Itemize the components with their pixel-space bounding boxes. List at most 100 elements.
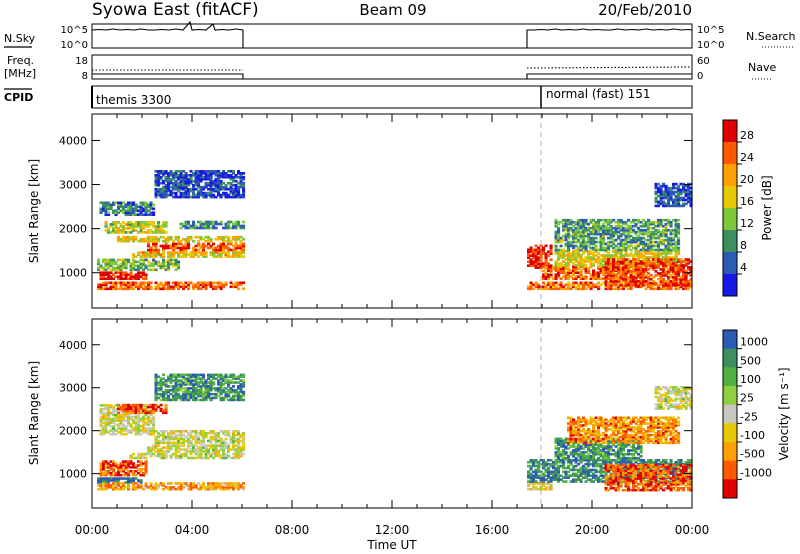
echo-cell-13: [614, 260, 618, 263]
echo-cell-10: [587, 474, 591, 477]
echo-cell-12: [544, 271, 548, 274]
echo-cell-15: [639, 248, 643, 252]
echo-cell-10: [534, 285, 538, 289]
echo-cell-8: [234, 381, 238, 384]
colorbar-tick-label: 20: [740, 173, 754, 186]
echo-cell-9: [204, 195, 208, 199]
echo-cell-8: [164, 396, 168, 400]
echo-cell-1: [134, 273, 138, 276]
echo-cell-3: [169, 251, 173, 254]
echo-cell-12: [607, 277, 611, 280]
echo-cell-2: [97, 268, 101, 272]
echo-cell-15: [664, 224, 668, 228]
echo-cell-5: [212, 437, 216, 441]
echo-cell-14: [659, 272, 663, 275]
echo-cell-15: [637, 244, 641, 248]
echo-cell-16: [687, 198, 691, 202]
echo-cell-2: [107, 462, 111, 465]
echo-cell-2: [122, 468, 126, 471]
echo-cell-2: [159, 262, 163, 266]
echo-cell-10: [597, 480, 601, 483]
echo-cell-14: [624, 268, 628, 271]
echo-cell-2: [124, 462, 128, 465]
echo-cell-12: [607, 267, 611, 270]
echo-cell-11: [544, 262, 548, 265]
echo-cell-15: [579, 236, 583, 240]
echo-cell-9: [202, 185, 206, 189]
echo-cell-5: [189, 430, 193, 433]
echo-cell-8: [169, 392, 173, 396]
echo-cell-9: [242, 183, 246, 187]
echo-cell-6: [119, 231, 123, 234]
echo-cell-2: [104, 466, 108, 469]
echo-cell-14: [654, 270, 658, 273]
echo-cell-9: [237, 170, 241, 173]
echo-cell-11: [532, 264, 536, 267]
echo-cell-6: [107, 413, 111, 417]
echo-cell-8: [179, 389, 183, 392]
echo-cell-14: [609, 284, 613, 287]
echo-cell-3: [227, 454, 231, 458]
echo-cell-12: [567, 269, 571, 272]
echo-cell-14: [684, 270, 688, 273]
echo-cell-9: [242, 175, 246, 179]
echo-cell-3: [129, 456, 133, 460]
echo-cell-14: [639, 274, 643, 277]
echo-cell-13: [579, 254, 583, 257]
echo-cell-11: [537, 256, 541, 259]
echo-cell-6: [137, 421, 141, 424]
echo-cell-4: [209, 246, 213, 250]
echo-cell-1: [139, 486, 143, 489]
echo-cell-14: [632, 282, 636, 285]
echo-cell-12: [562, 275, 566, 278]
echo-cell-8: [229, 390, 233, 394]
echo-cell-7: [137, 409, 141, 413]
echo-cell-2: [177, 264, 181, 268]
echo-cell-15: [607, 242, 611, 246]
echo-cell-15: [674, 226, 678, 230]
echo-cell-10: [554, 287, 558, 291]
echo-cell-10: [572, 474, 576, 477]
echo-cell-14: [644, 280, 648, 283]
echo-cell-0: [139, 285, 143, 289]
echo-cell-15: [667, 242, 671, 246]
echo-cell-7: [197, 220, 201, 224]
echo-cell-3: [142, 454, 146, 458]
echo-cell-5: [184, 439, 188, 443]
echo-cell-9: [194, 183, 198, 187]
echo-cell-9: [209, 175, 213, 179]
echo-cell-15: [647, 222, 651, 226]
echo-cell-2: [157, 262, 161, 266]
echo-cell-8: [222, 398, 226, 402]
echo-cell-8: [202, 385, 206, 388]
echo-cell-1: [187, 486, 191, 489]
echo-cell-9: [212, 193, 216, 197]
echo-cell-8: [242, 394, 246, 398]
echo-cell-0: [129, 281, 133, 285]
echo-cell-9: [539, 488, 543, 491]
echo-cell-10: [549, 462, 553, 466]
echo-cell-5: [179, 430, 183, 433]
echo-cell-4: [202, 450, 206, 453]
echo-cell-15: [594, 228, 598, 232]
echo-cell-14: [649, 260, 653, 263]
echo-cell-15: [557, 240, 561, 244]
echo-cell-4: [184, 448, 188, 451]
echo-cell-5: [214, 432, 218, 435]
echo-cell-0: [209, 283, 213, 287]
echo-cell-5: [229, 239, 233, 243]
echo-cell-6: [142, 225, 146, 228]
echo-cell-4: [182, 448, 186, 451]
echo-cell-8: [237, 387, 241, 390]
echo-cell-12: [544, 265, 548, 269]
echo-cell-5: [117, 239, 121, 243]
echo-cell-15: [667, 236, 671, 240]
echo-cell-15: [664, 234, 668, 238]
echo-cell-0: [97, 285, 101, 289]
echo-cell-3: [217, 251, 221, 254]
echo-cell-2: [117, 266, 121, 270]
echo-cell-0: [109, 287, 113, 291]
echo-cell-9: [179, 174, 183, 177]
echo-cell-0: [207, 283, 211, 287]
echo-cell-4: [242, 448, 246, 451]
